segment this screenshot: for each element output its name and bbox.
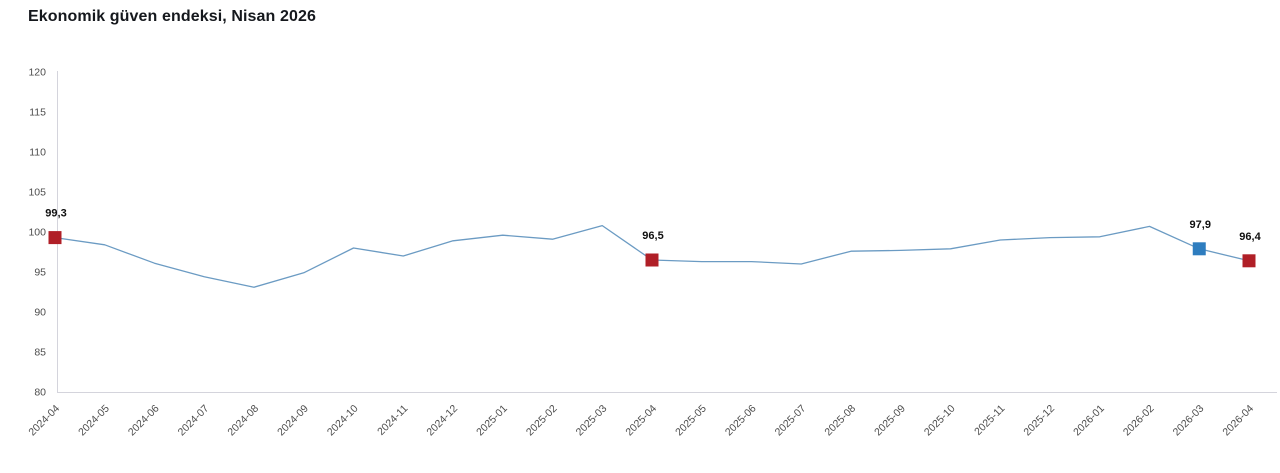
x-axis-tick-label: 2026-01: [1071, 403, 1107, 439]
x-axis-tick-label: 2024-07: [176, 403, 212, 439]
data-point-marker[interactable]: [1242, 254, 1256, 268]
y-axis-tick-label: 120: [28, 67, 46, 79]
x-axis-tick-label: 2025-09: [872, 403, 908, 439]
y-axis-tick-label: 100: [28, 227, 46, 239]
data-point-label: 99,3: [45, 208, 66, 220]
x-axis-tick-label: 2024-05: [76, 403, 112, 439]
y-axis-tick-label: 90: [34, 307, 46, 319]
x-axis-tick-label: 2025-01: [474, 403, 510, 439]
x-axis-tick-label: 2024-09: [275, 403, 311, 439]
x-axis-tick-label: 2025-06: [723, 403, 759, 439]
y-axis-tick-label: 95: [34, 267, 46, 279]
x-axis-tick-label: 2024-12: [424, 403, 460, 439]
data-point-marker[interactable]: [48, 231, 62, 245]
x-axis-tick-label: 2025-08: [822, 403, 858, 439]
data-point-label: 96,5: [642, 230, 663, 242]
x-axis-tick-label: 2026-03: [1171, 403, 1207, 439]
x-axis-tick-label: 2025-11: [972, 403, 1007, 438]
x-axis-tick-label: 2024-10: [325, 403, 361, 439]
y-axis-tick-label: 80: [34, 387, 46, 399]
y-axis-tick-label: 85: [34, 347, 46, 359]
y-axis-tick-label: 110: [29, 147, 46, 159]
x-axis-tick-label: 2026-04: [1220, 403, 1256, 439]
x-axis-tick-label: 2024-11: [375, 403, 410, 438]
y-axis-tick-label: 115: [29, 107, 46, 119]
x-axis-tick-label: 2025-02: [524, 403, 560, 439]
data-point-label: 97,9: [1190, 219, 1211, 231]
data-point-marker[interactable]: [1192, 242, 1206, 256]
data-point-label: 96,4: [1239, 231, 1261, 243]
x-axis-tick-label: 2024-04: [26, 403, 62, 439]
x-axis-tick-label: 2025-03: [574, 403, 610, 439]
x-axis-tick-label: 2024-08: [225, 403, 261, 439]
x-axis-tick-label: 2025-07: [773, 403, 809, 439]
y-axis-tick-label: 105: [28, 187, 46, 199]
x-axis-tick-label: 2025-12: [1021, 403, 1057, 439]
x-axis-tick-label: 2025-10: [922, 403, 958, 439]
x-axis-tick-label: 2024-06: [126, 403, 162, 439]
data-point-marker[interactable]: [645, 253, 659, 267]
x-axis-tick-label: 2025-04: [623, 403, 659, 439]
chart-title: Ekonomik güven endeksi, Nisan 2026: [28, 8, 316, 25]
x-axis-tick-label: 2025-05: [673, 403, 709, 439]
x-axis-tick-label: 2026-02: [1121, 403, 1157, 439]
